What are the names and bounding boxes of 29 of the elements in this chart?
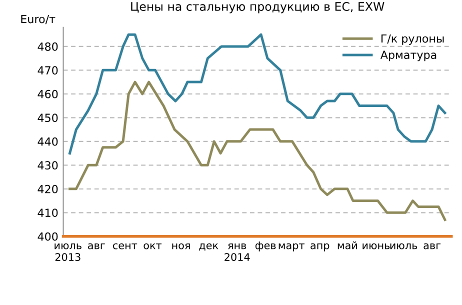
y-tick-label: 480 [38, 42, 58, 51]
line-series [68, 33, 446, 155]
x-tick-label: окт [144, 243, 162, 250]
legend-label: Арматура [380, 50, 436, 62]
x-tick-label: ноя [172, 243, 190, 250]
y-tick-label: 460 [38, 90, 58, 98]
x-tick-label: авг [424, 243, 441, 250]
y-axis-title: Euro/т [21, 14, 56, 24]
y-tick-label: 430 [38, 161, 58, 170]
x-tick-label: апр [310, 243, 330, 252]
x-tick-label: июнь [362, 243, 390, 250]
x-tick-label: дек [199, 243, 218, 251]
x-tick-label: фев [255, 242, 276, 252]
line-series [68, 80, 446, 222]
x-tick-label: сент [112, 243, 138, 250]
y-tick-label: 420 [38, 184, 58, 194]
x-tick-label: авг [88, 243, 105, 250]
x-tick-label: июль [390, 243, 418, 250]
y-tick-label: 410 [38, 208, 58, 218]
y-tick-label: 450 [38, 114, 58, 122]
y-tick-label: 440 [38, 137, 58, 146]
chart-title: Цены на стальную продукцию в ЕС, EXW [131, 2, 384, 14]
y-tick-label: 470 [38, 66, 58, 75]
legend-label: Г/к рулоны [381, 34, 444, 45]
y-tick-label: 400 [38, 232, 58, 241]
x-tick-label: июль 2013 [54, 243, 82, 261]
x-tick-label: янв 2014 [224, 243, 250, 261]
x-tick-label: май [338, 241, 358, 250]
x-tick-label: март [278, 243, 305, 252]
